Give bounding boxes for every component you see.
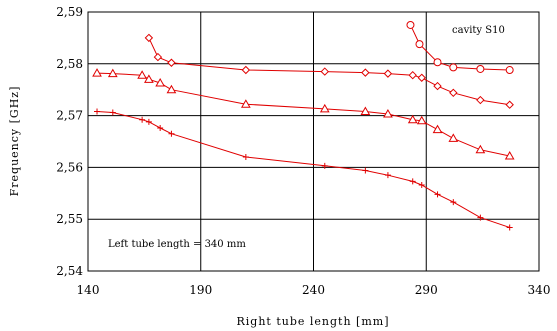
y-tick-label: 2,54	[56, 264, 83, 278]
series-circle	[406, 20, 514, 75]
x-tick-label: 340	[528, 283, 551, 297]
y-axis-label: Frequency [GHz]	[8, 86, 21, 197]
series-layer	[92, 20, 515, 231]
data-point	[167, 58, 176, 67]
data-point	[449, 88, 458, 98]
y-tick-label: 2,55	[56, 212, 83, 226]
data-point	[383, 69, 393, 78]
data-point	[321, 162, 328, 169]
data-point	[92, 68, 102, 77]
y-tick-label: 2,57	[56, 109, 83, 123]
x-axis-label: Right tube length [mm]	[237, 315, 390, 328]
data-point	[417, 73, 426, 82]
data-point	[476, 95, 485, 105]
data-point	[408, 70, 417, 80]
x-tick-label: 290	[415, 283, 438, 297]
annotation-left-tube: Left tube length = 340 mm	[108, 239, 246, 250]
series-plus	[94, 108, 513, 231]
data-point	[144, 74, 154, 83]
series-diamond	[144, 33, 514, 109]
data-point	[433, 58, 442, 67]
data-point	[384, 172, 391, 179]
data-point	[506, 224, 513, 231]
data-point	[109, 109, 116, 116]
data-point	[505, 100, 514, 109]
x-tick-label: 140	[77, 283, 100, 297]
data-point	[360, 106, 371, 115]
data-point	[361, 68, 370, 77]
series-line	[96, 111, 510, 228]
data-point	[433, 81, 442, 91]
data-point	[319, 103, 330, 113]
data-point	[432, 124, 443, 134]
x-tick-label: 240	[302, 283, 325, 297]
data-point	[137, 70, 147, 79]
data-point	[505, 66, 514, 75]
x-tick-labels: 140 190 240 290 340	[77, 283, 551, 297]
data-point	[416, 115, 427, 125]
data-point	[504, 150, 515, 160]
data-point	[448, 133, 459, 142]
data-point	[434, 191, 441, 198]
data-point	[107, 68, 118, 78]
data-point	[94, 108, 101, 115]
grid-lines	[88, 12, 539, 271]
data-point	[242, 154, 249, 161]
data-point	[144, 33, 154, 43]
data-point	[139, 116, 146, 123]
y-tick-label: 2,59	[56, 5, 83, 19]
y-tick-label: 2,58	[56, 57, 83, 71]
data-point	[475, 144, 486, 154]
data-point	[476, 64, 485, 73]
data-point	[415, 40, 424, 49]
data-point	[477, 214, 484, 221]
annotation-cavity: cavity S10	[452, 25, 505, 36]
data-point	[241, 65, 251, 75]
data-point	[153, 52, 163, 62]
series-triangle	[92, 68, 515, 160]
data-point	[418, 182, 425, 189]
data-point	[240, 99, 251, 108]
data-point	[383, 109, 393, 118]
data-point	[145, 118, 152, 125]
data-point	[320, 67, 329, 76]
y-tick-labels: 2,54 2,55 2,56 2,57 2,58 2,59	[56, 5, 83, 278]
data-point	[168, 130, 175, 137]
data-point	[362, 167, 369, 174]
data-point	[449, 63, 458, 72]
data-point	[409, 178, 416, 185]
data-point	[166, 84, 177, 94]
data-point	[406, 20, 415, 29]
y-tick-label: 2,56	[56, 160, 83, 174]
data-point	[157, 125, 164, 132]
x-tick-label: 190	[189, 283, 212, 297]
data-point	[450, 199, 457, 206]
data-point	[407, 114, 418, 124]
data-point	[155, 77, 166, 87]
